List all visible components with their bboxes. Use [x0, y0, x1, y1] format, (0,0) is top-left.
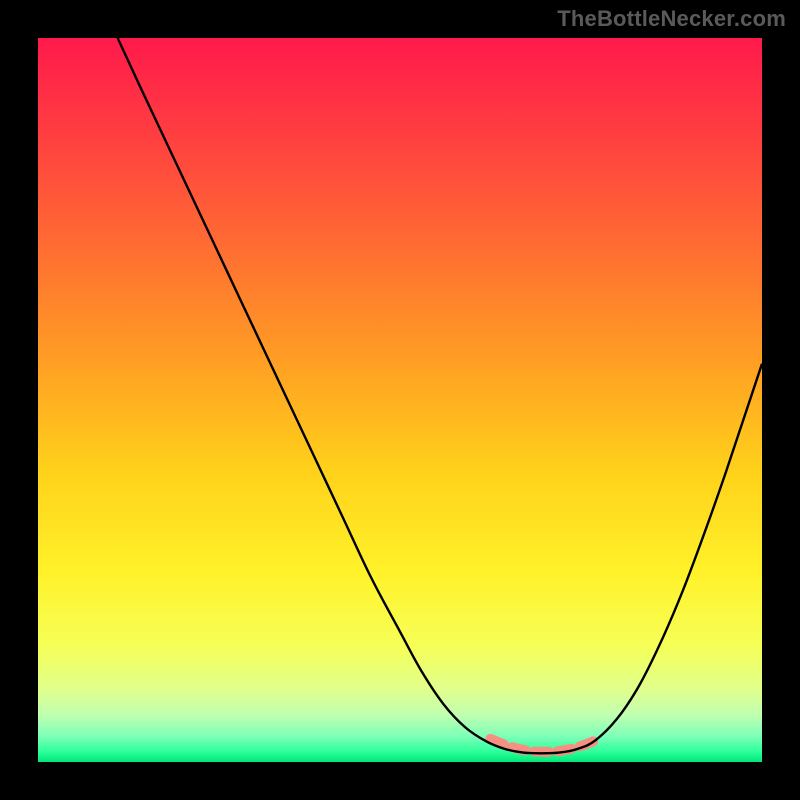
- bottleneck-chart: [0, 0, 800, 800]
- chart-frame: TheBottleNecker.com: [0, 0, 800, 800]
- gradient-background: [38, 38, 762, 762]
